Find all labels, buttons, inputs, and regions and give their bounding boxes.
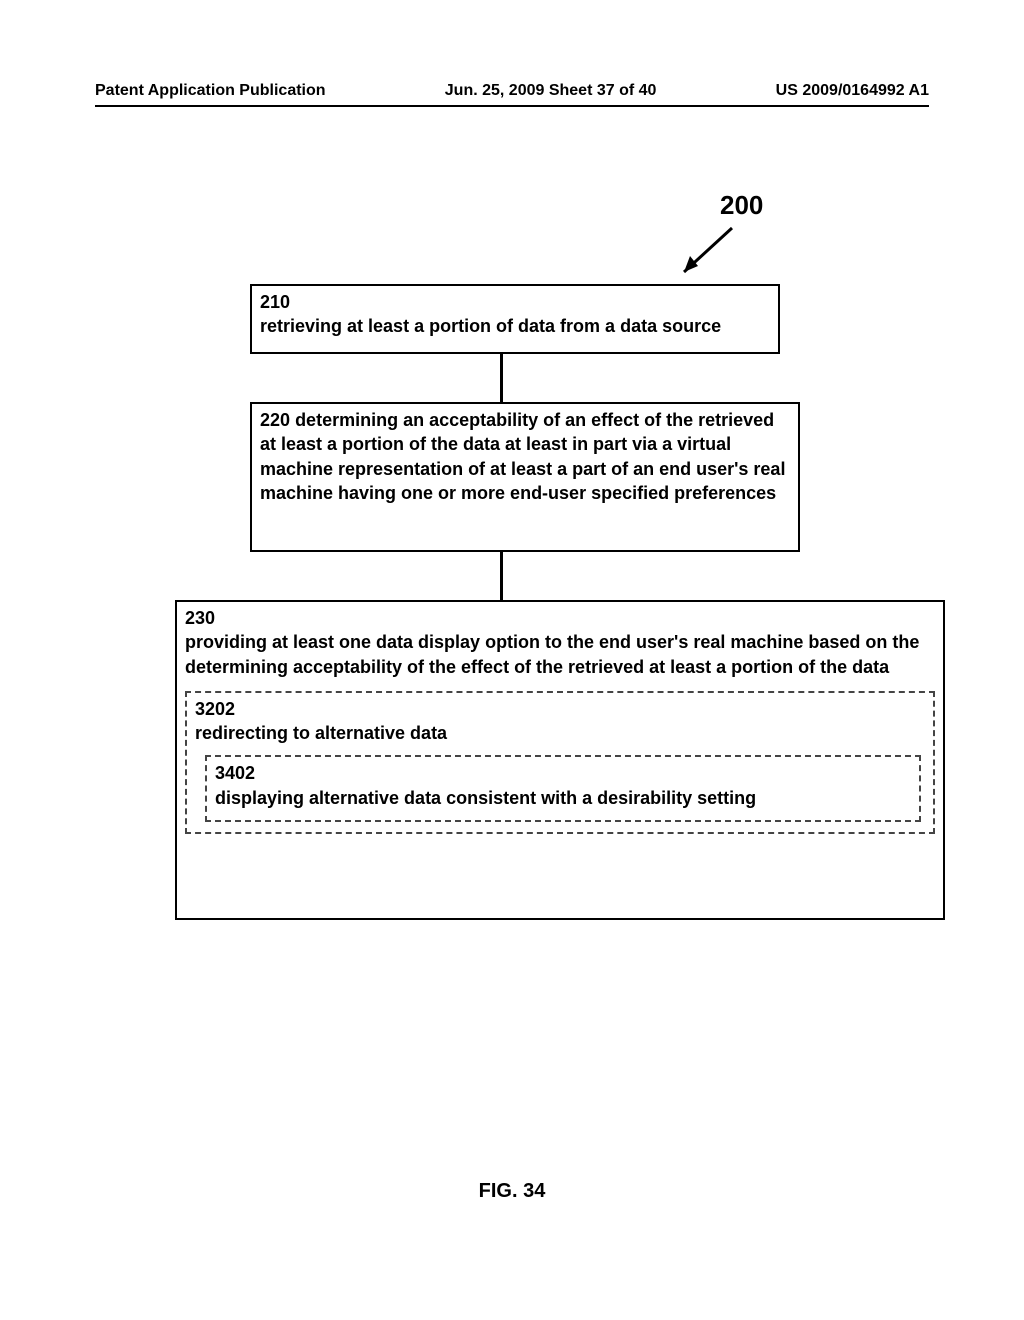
ref-200-label: 200 xyxy=(720,190,763,221)
box-230-text: providing at least one data display opti… xyxy=(185,632,919,676)
figure-label: FIG. 34 xyxy=(0,1180,1024,1203)
flow-box-210: 210 retrieving at least a portion of dat… xyxy=(250,284,780,354)
box-220-number: 220 xyxy=(260,410,290,430)
ref-200-arrow-icon xyxy=(670,222,740,282)
flow-box-3202: 3202 redirecting to alternative data 340… xyxy=(185,691,935,834)
box-230-number: 230 xyxy=(185,606,935,630)
page-header: Patent Application Publication Jun. 25, … xyxy=(95,82,929,100)
header-rule xyxy=(95,105,929,107)
flow-box-230: 230 providing at least one data display … xyxy=(175,600,945,920)
box-210-text: retrieving at least a portion of data fr… xyxy=(260,316,721,336)
page: Patent Application Publication Jun. 25, … xyxy=(0,0,1024,1320)
box-220-text: determining an acceptability of an effec… xyxy=(260,410,785,503)
box-3402-number: 3402 xyxy=(215,761,911,785)
box-3402-text: displaying alternative data consistent w… xyxy=(215,788,756,808)
header-right: US 2009/0164992 A1 xyxy=(776,82,929,100)
connector-210-220 xyxy=(500,354,503,402)
header-center: Jun. 25, 2009 Sheet 37 of 40 xyxy=(445,82,657,100)
header-left: Patent Application Publication xyxy=(95,82,326,100)
connector-220-230 xyxy=(500,552,503,600)
box-3202-text: redirecting to alternative data xyxy=(195,723,447,743)
flow-box-220: 220 determining an acceptability of an e… xyxy=(250,402,800,552)
box-210-number: 210 xyxy=(260,290,770,314)
flow-box-3402: 3402 displaying alternative data consist… xyxy=(205,755,921,822)
box-3202-number: 3202 xyxy=(195,697,925,721)
